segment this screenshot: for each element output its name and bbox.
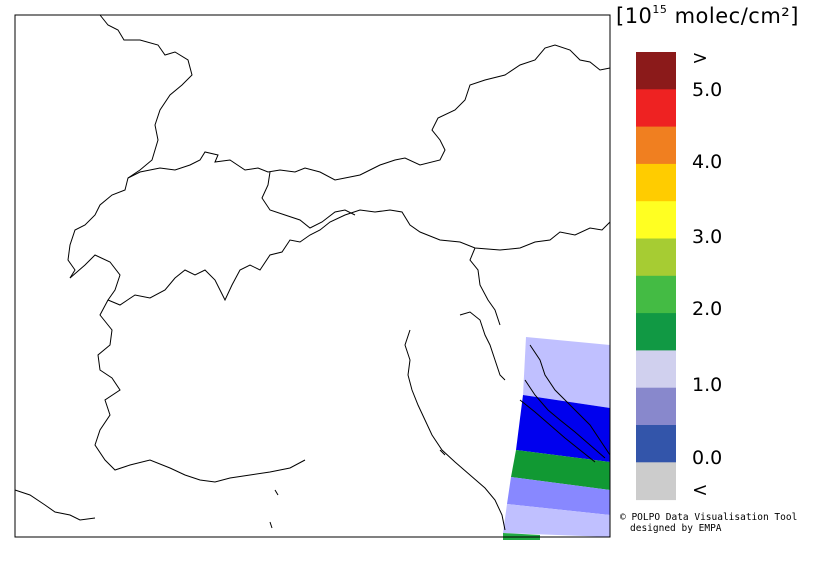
- swath-band: [511, 450, 610, 490]
- color-bar-segment: [636, 425, 676, 463]
- border-line: [261, 171, 356, 229]
- swath-band: [507, 477, 610, 515]
- credit-line-2: designed by EMPA: [630, 523, 722, 534]
- border-line: [524, 379, 606, 459]
- border-line: [459, 311, 506, 381]
- border-line: [469, 247, 501, 326]
- border-line: [269, 521, 273, 529]
- legend-tick-label: 1.0: [692, 374, 723, 396]
- color-bar-segment: [636, 126, 676, 165]
- swath-band: [516, 395, 610, 462]
- color-bar-segment: [636, 313, 676, 351]
- color-bar-segment: [636, 387, 676, 426]
- credit-line-1: © POLPO Data Visualisation Tool: [620, 512, 798, 523]
- legend-tick-label: <: [692, 479, 708, 501]
- color-bar-segment: [636, 238, 676, 277]
- border-line: [529, 344, 611, 456]
- legend-tick-label: >: [692, 47, 708, 69]
- border-line: [67, 14, 193, 279]
- legend-tick-label: 0.0: [692, 447, 723, 469]
- swath-band: [503, 504, 610, 537]
- border-line: [94, 299, 306, 483]
- color-bar: [636, 52, 676, 501]
- satellite-swaths: [503, 337, 610, 540]
- border-line: [127, 44, 611, 181]
- legend-tick-label: 5.0: [692, 79, 723, 101]
- country-borders: [14, 14, 611, 531]
- color-bar-segment: [636, 275, 676, 314]
- legend-unit-label: [1015 molec/cm²]: [616, 3, 799, 28]
- border-line: [519, 399, 596, 463]
- credit-text: © POLPO Data Visualisation Tool designed…: [620, 512, 797, 534]
- border-line: [69, 209, 611, 306]
- legend-tick-label: 3.0: [692, 226, 723, 248]
- border-line: [404, 329, 506, 531]
- border-line: [274, 489, 279, 496]
- color-bar-segment: [636, 350, 676, 389]
- color-bar-segment: [636, 201, 676, 239]
- border-line: [14, 489, 96, 521]
- swath-band: [523, 337, 610, 408]
- color-bar-segment: [636, 163, 676, 202]
- map-frame: [14, 14, 611, 538]
- legend-tick-label: 2.0: [692, 298, 723, 320]
- color-bar-segment: [636, 462, 676, 501]
- color-bar-segment: [636, 52, 676, 90]
- border-line: [439, 449, 446, 456]
- color-bar-segment: [636, 89, 676, 128]
- legend-tick-label: 4.0: [692, 151, 723, 173]
